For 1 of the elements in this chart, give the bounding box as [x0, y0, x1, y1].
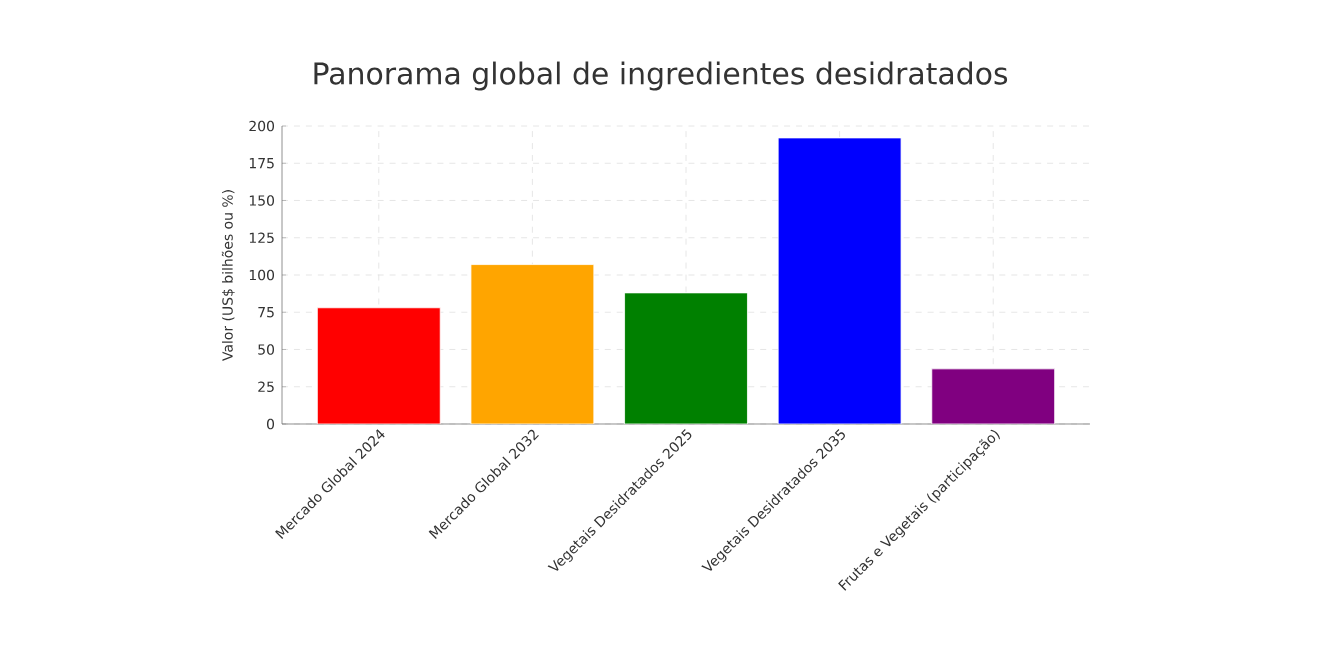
chart-title: Panorama global de ingredientes desidratados — [314, 61, 1008, 91]
